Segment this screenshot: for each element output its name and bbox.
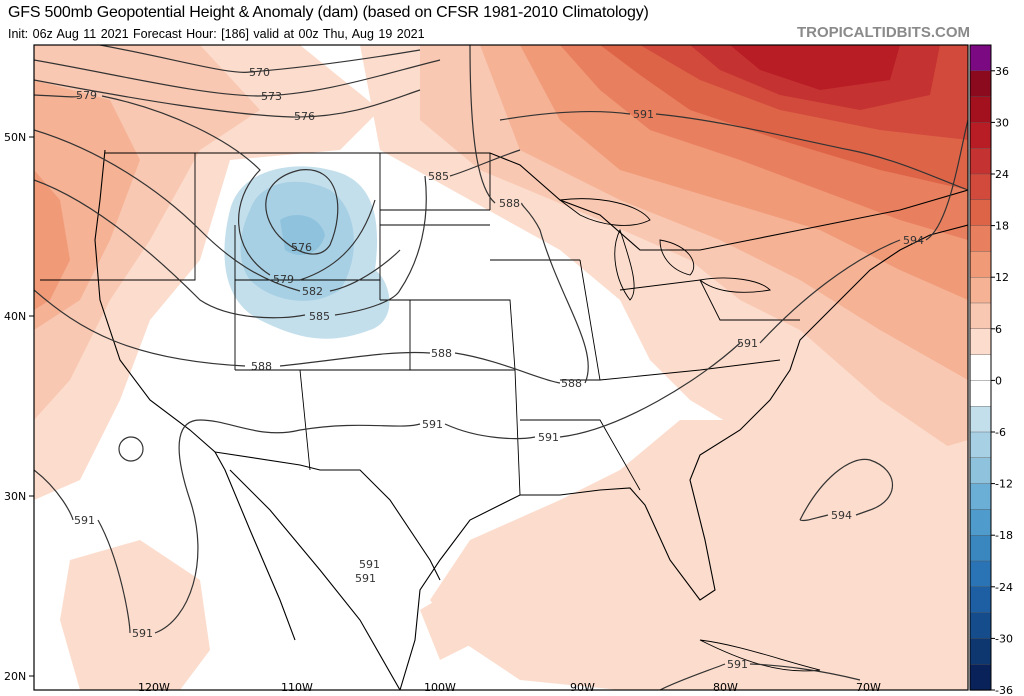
colorbar-tick-label: 30 (995, 116, 1009, 129)
longitude-axis: 120W 110W 100W 90W 80W 70W (138, 681, 881, 694)
contour-label: 591 (422, 418, 443, 431)
colorbar-tick-label: 6 (995, 323, 1002, 336)
colorbar-tick-label: -24 (995, 581, 1013, 594)
colorbar-bin (969, 122, 992, 149)
lon-label: 70W (856, 681, 881, 694)
colorbar-bin (969, 612, 992, 640)
colorbar-bin (969, 457, 992, 485)
contour-label: 585 (428, 170, 449, 183)
lat-label: 50N (4, 131, 26, 144)
map-subtitle: Init: 06z Aug 11 2021 Forecast Hour: [18… (8, 27, 425, 41)
colorbar-bin (969, 225, 992, 253)
contour-label: 591 (359, 558, 380, 571)
contour-label: 573 (261, 90, 282, 103)
contour-label: 591 (737, 337, 758, 350)
colorbar-bin (969, 44, 992, 72)
colorbar-bin (969, 147, 992, 175)
colorbar-tick-label: 24 (995, 168, 1009, 181)
contour-labels: 570 573 576 579 576 579 582 585 585 588 … (74, 66, 924, 671)
lon-label: 120W (138, 681, 170, 694)
colorbar-bin (969, 535, 992, 562)
lat-label: 40N (4, 310, 26, 323)
contour-label: 591 (633, 108, 654, 121)
colorbar-bin (969, 431, 992, 459)
colorbar-tick-label: 12 (995, 271, 1009, 284)
coastlines-borders (40, 149, 968, 690)
contour-label: 579 (76, 89, 97, 102)
contour-label: 579 (273, 273, 294, 286)
colorbar-frame (969, 44, 992, 691)
colorbar-bin (969, 406, 992, 433)
colorbar-bin (969, 483, 992, 511)
contour-label: 588 (431, 347, 452, 360)
colorbar-bin (969, 638, 992, 665)
lon-label: 100W (424, 681, 456, 694)
colorbar-bin (969, 251, 992, 278)
colorbar-bin (969, 199, 992, 227)
map-title: GFS 500mb Geopotential Height & Anomaly … (8, 4, 649, 21)
contour-label: 585 (309, 310, 330, 323)
colorbar-tick-label: -12 (995, 478, 1013, 491)
contour-label: 588 (499, 197, 520, 210)
colorbar-bin (969, 380, 992, 407)
colorbar-bin (969, 302, 992, 330)
colorbar-tick-label: -36 (995, 684, 1013, 696)
colorbar-tick-label: -18 (995, 529, 1013, 542)
colorbar-tick-label: 0 (995, 374, 1002, 387)
contour-label: 570 (249, 66, 270, 79)
contour-label: 591 (74, 514, 95, 527)
colorbar-bin (969, 664, 992, 691)
colorbar-bin (969, 586, 992, 614)
contour-label: 591 (727, 658, 748, 671)
colorbar-bin (969, 70, 992, 98)
colorbar-tick-label: 36 (995, 65, 1009, 78)
colorbar-bin (969, 509, 992, 536)
colorbar-tick-label: -6 (995, 426, 1006, 439)
contour-label: 582 (302, 285, 323, 298)
colorbar-bin (969, 277, 992, 304)
colorbar-bin (969, 560, 992, 588)
contour-label: 588 (561, 377, 582, 390)
anomaly-shading (34, 45, 968, 690)
contour-label: 594 (831, 509, 852, 522)
colorbar-tick-label: -30 (995, 632, 1013, 645)
contour-label: 576 (294, 110, 315, 123)
colorbar-bin (969, 96, 992, 124)
lat-label: 20N (4, 670, 26, 683)
colorbar: 36 30 24 18 12 6 0 -6 -12 -18 -24 -30 -36 (969, 44, 1013, 696)
contour-label: 591 (538, 431, 559, 444)
contour-label: 588 (251, 360, 272, 373)
latitude-axis: 50N 40N 30N 20N (4, 131, 34, 683)
contour-label: 594 (903, 234, 924, 247)
contour-label: 591 (132, 627, 153, 640)
contour-label: 576 (291, 241, 312, 254)
lon-label: 80W (713, 681, 738, 694)
contour-label: 591 (355, 572, 376, 585)
height-contours (34, 45, 968, 690)
lon-label: 110W (281, 681, 313, 694)
lon-label: 90W (570, 681, 595, 694)
colorbar-bin (969, 173, 992, 201)
colorbar-bin (969, 328, 992, 356)
colorbar-bin (969, 354, 992, 382)
map-frame (33, 44, 969, 691)
brand-watermark: TROPICALTIDBITS.COM (796, 24, 970, 41)
colorbar-tick-label: 18 (995, 220, 1009, 233)
lat-label: 30N (4, 490, 26, 503)
